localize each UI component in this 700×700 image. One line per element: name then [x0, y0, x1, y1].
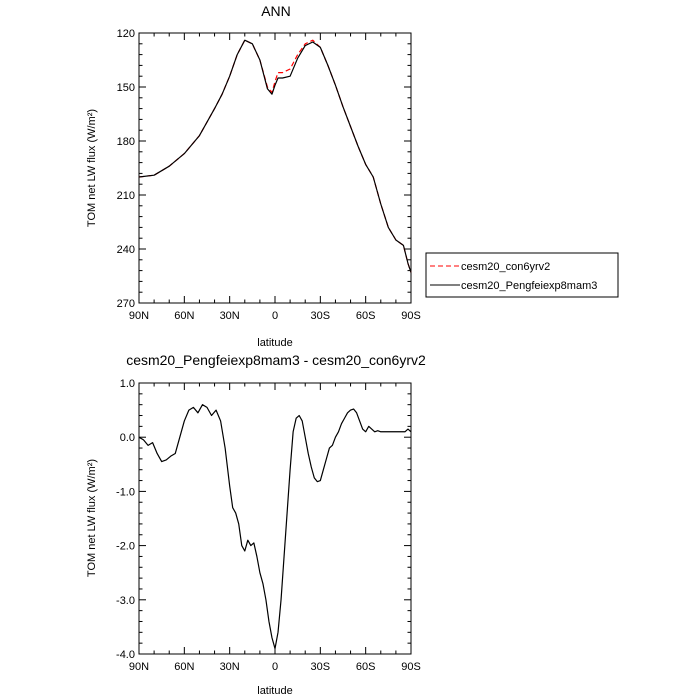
- legend: cesm20_con6yrv2 cesm20_Pengfeiexp8mam3: [425, 252, 619, 298]
- bottom-plot-frame: [138, 382, 412, 655]
- bottom-y-ticks: 1.0 0.0 -1.0 -2.0 -3.0 -4.0: [116, 378, 411, 661]
- top-x-ticks: 90N 60N 30N 0 30S 60S 90S: [129, 33, 421, 322]
- bottom-x-tick-label: 0: [272, 661, 278, 673]
- top-y-tick-label: 240: [117, 244, 135, 256]
- top-y-tick-label: 210: [117, 190, 135, 202]
- top-x-tick-label: 90N: [129, 310, 149, 322]
- bottom-x-tick-label: 60N: [174, 661, 194, 673]
- top-y-tick-label: 270: [117, 298, 135, 310]
- bottom-x-tick-label: 60S: [356, 661, 376, 673]
- top-y-ticks: 120 150 180 210 240 270: [117, 28, 411, 310]
- bottom-x-axis-label: latitude: [257, 685, 292, 697]
- top-x-tick-label: 30S: [311, 310, 331, 322]
- bottom-y-tick-label: -4.0: [116, 649, 135, 661]
- bottom-y-tick-label: -3.0: [116, 595, 135, 607]
- bottom-x-tick-label: 30S: [311, 661, 331, 673]
- bottom-title: cesm20_Pengfeiexp8mam3 - cesm20_con6yrv2: [126, 352, 426, 368]
- bottom-y-axis-label: TOM net LW flux (W/m²): [86, 459, 98, 577]
- bottom-x-tick-label: 90N: [129, 661, 149, 673]
- bottom-series-line-0: [138, 404, 412, 650]
- bottom-y-tick-label: -1.0: [116, 486, 135, 498]
- bottom-x-tick-label: 90S: [401, 661, 421, 673]
- bottom-x-ticks: 90N 60N 30N 0 30S 60S 90S: [129, 383, 421, 673]
- top-x-tick-label: 90S: [401, 310, 421, 322]
- top-series-line-0: [138, 39, 412, 273]
- bottom-panel: cesm20_Pengfeiexp8mam3 - cesm20_con6yrv2…: [86, 352, 426, 697]
- top-series-lines: [138, 39, 412, 273]
- top-y-axis-label: TOM net LW flux (W/m²): [86, 109, 98, 227]
- top-x-tick-label: 60S: [356, 310, 376, 322]
- bottom-y-tick-label: 0.0: [120, 432, 135, 444]
- top-x-tick-label: 0: [272, 310, 278, 322]
- legend-box: [425, 252, 619, 298]
- bottom-y-tick-label: -2.0: [116, 541, 135, 553]
- top-y-tick-label: 150: [117, 82, 135, 94]
- bottom-x-tick-label: 30N: [220, 661, 240, 673]
- top-series-line-1: [138, 39, 412, 273]
- top-panel: ANN 90N 60N 30N 0 30S 60S 90S 120 150 180 210 240 2…: [86, 3, 619, 349]
- top-x-axis-label: latitude: [257, 337, 292, 349]
- bottom-y-tick-label: 1.0: [120, 378, 135, 390]
- top-y-tick-label: 180: [117, 136, 135, 148]
- top-y-tick-label: 120: [117, 28, 135, 40]
- top-plot-frame: [138, 32, 412, 304]
- top-x-tick-label: 60N: [174, 310, 194, 322]
- top-title: ANN: [261, 3, 291, 19]
- legend-label-series-0: cesm20_con6yrv2: [461, 261, 550, 273]
- top-x-tick-label: 30N: [220, 310, 240, 322]
- bottom-series-lines: [138, 404, 412, 650]
- legend-label-series-1: cesm20_Pengfeiexp8mam3: [461, 280, 597, 292]
